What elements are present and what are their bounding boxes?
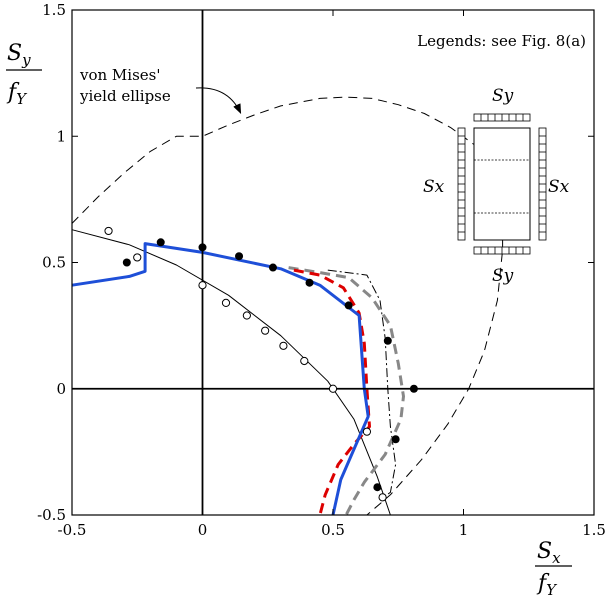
plate-rect [473,127,531,241]
y-tick-label-3: 0.5 [42,254,66,272]
marker-filled-6 [305,278,314,287]
legend-note: Legends: see Fig. 8(a) [417,32,586,50]
axes-layer [72,10,594,515]
svg-text:Sx: Sx [537,539,561,567]
x-tick-label-4: 1 [459,521,469,539]
marker-open-2 [133,253,142,262]
marker-filled-7 [344,301,353,310]
load-comb-bottom [473,246,531,255]
y-label-num: S [7,41,22,66]
marker-open-3 [198,281,207,290]
y-axis-label: Sy fY [6,41,42,108]
svg-text:Sy: Sy [7,41,31,69]
x-tick-label-3: 0.5 [321,521,345,539]
marker-open-6 [261,326,270,335]
x-tick-label-2: 0 [198,521,208,539]
marker-open-8 [300,356,309,366]
y-tick-label-2: 0 [56,380,66,398]
marker-open-1 [104,226,113,236]
series-layer [71,96,504,516]
marker-open-9 [328,384,338,393]
marker-filled-2 [156,238,165,247]
marker-filled-9 [409,384,418,393]
marker-filled-4 [235,252,244,261]
x-tick-label-1: -0.5 [58,521,87,539]
series-line-6 [71,242,370,516]
annotation-arrow [195,87,242,114]
marker-filled-8 [383,336,392,345]
plate-inset: Sy Sy Sx Sx [423,86,570,286]
y-tick-label-4: 1 [56,127,66,145]
series-line-4 [288,266,405,516]
inset-label-top: Sy [492,86,514,106]
plot-frame [71,9,595,516]
load-comb-top [473,113,531,122]
inset-label-left: Sx [423,177,445,197]
x-label-num-sub: x [552,549,561,567]
marker-open-10 [362,427,372,436]
inset-label-right: Sx [548,177,570,197]
annotation-line2: yield ellipse [79,87,171,105]
load-comb-left [457,127,466,241]
marker-filled-5 [268,263,277,272]
annotation-line1: von Mises' [79,66,161,84]
svg-text:fY: fY [536,571,558,598]
marker-filled-3 [198,243,207,252]
x-label-num: S [537,539,552,564]
marker-open-7 [279,341,288,350]
marker-open-4 [221,298,231,307]
y-tick-label-5: 1.5 [42,1,66,19]
y-tick-label-1: -0.5 [37,506,66,524]
y-label-den-sub: Y [16,90,28,108]
marker-filled-10 [391,435,400,444]
svg-text:fY: fY [6,80,28,108]
inset-label-bottom: Sy [492,266,514,286]
load-comb-right [538,127,547,241]
x-tick-label-5: 1.5 [582,521,606,539]
marker-layer [104,226,418,502]
marker-filled-1 [122,258,131,267]
marker-open-5 [242,311,251,320]
series-line-5 [293,268,371,516]
x-axis-label: Sx fY [535,539,572,598]
y-label-num-sub: y [21,51,31,69]
tick-layer: -0.5 0 0.5 1 1.5 -0.5 0 0.5 1 1.5 [37,1,606,539]
x-label-den-sub: Y [546,581,558,598]
series-line-1 [71,96,504,516]
marker-filled-11 [373,483,382,492]
marker-open-11 [378,493,387,502]
